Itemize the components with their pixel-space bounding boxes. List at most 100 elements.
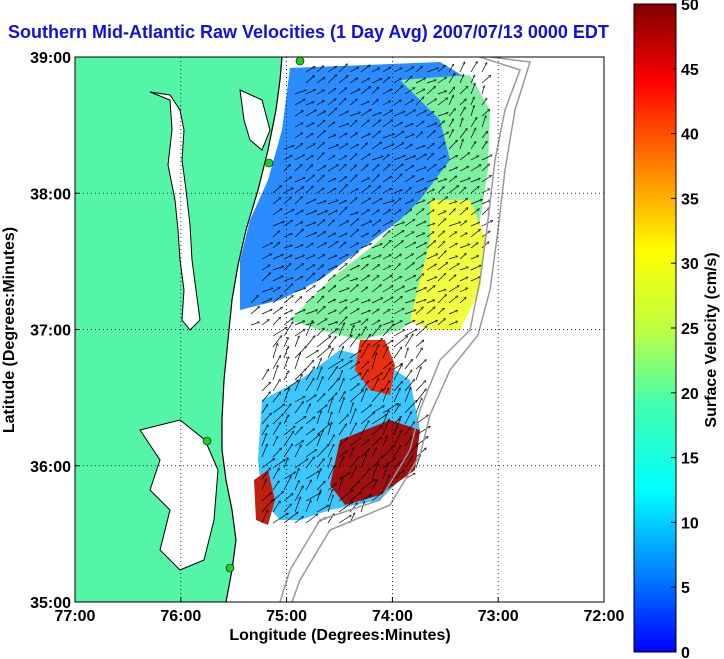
velocity-arrow [316,143,324,150]
velocity-arrow [437,319,445,326]
velocity-arrow [437,290,446,293]
velocity-arrow [272,481,279,491]
velocity-arrow [470,75,475,84]
velocity-arrow [305,133,313,139]
velocity-arrow [426,210,434,216]
velocity-arrow [382,231,390,238]
velocity-arrow [393,79,401,84]
velocity-arrow [393,297,402,304]
velocity-arrow [349,384,359,392]
velocity-arrow [448,232,457,238]
velocity-arrow [316,265,324,271]
velocity-arrow [305,457,314,469]
velocity-arrow [371,175,379,183]
velocity-arrow [272,198,281,205]
velocity-arrow [459,62,465,73]
velocity-arrow [426,112,434,117]
velocity-arrow [470,187,479,194]
velocity-arrow [338,64,347,73]
velocity-arrow [459,118,463,128]
velocity-arrow [305,435,320,447]
velocity-arrow [393,347,402,359]
colorbar-tick-label: 10 [681,515,699,532]
velocity-arrow [437,274,445,282]
velocity-arrow [294,375,302,392]
velocity-arrow [327,300,335,304]
velocity-arrow [459,254,466,260]
velocity-arrow [294,336,299,348]
velocity-arrow [360,287,368,293]
velocity-arrow [470,97,474,106]
velocity-arrow [327,310,336,315]
velocity-arrow [272,255,283,260]
velocity-arrow [294,402,303,414]
velocity-arrow [393,277,402,282]
velocity-arrow [371,353,377,370]
velocity-arrow [393,210,401,216]
velocity-arrow [404,388,411,403]
velocity-arrow [283,322,293,337]
velocity-arrow [360,134,370,139]
y-axis-label: Latitude (Degrees:Minutes) [1,227,18,433]
velocity-arrow [338,516,351,524]
x-tick-label: 73:00 [478,608,519,625]
velocity-arrow [305,233,316,238]
velocity-arrow [283,209,294,216]
velocity-arrow [327,233,336,238]
velocity-arrow [349,133,357,139]
velocity-arrow [294,229,303,238]
velocity-arrow [404,134,414,139]
station-marker [202,436,212,446]
velocity-arrow [382,221,393,227]
velocity-arrow [382,77,390,84]
velocity-arrow [481,142,487,150]
velocity-arrow [316,78,325,84]
velocity-arrow [360,300,370,304]
velocity-arrow [338,144,348,150]
velocity-arrow [393,365,402,381]
velocity-arrow [327,220,334,227]
velocity-arrow [327,67,336,73]
velocity-arrow [327,210,337,216]
velocity-arrow [415,233,425,238]
velocity-arrow [360,244,371,249]
velocity-arrow [327,484,336,491]
velocity-arrow [382,155,389,161]
velocity-arrow [360,370,368,381]
velocity-arrow [393,309,404,315]
velocity-arrow [437,211,446,216]
velocity-arrow [327,379,339,392]
velocity-arrow [371,255,381,260]
station-marker [264,158,274,168]
x-axis: 77:00 76:00 75:00 74:00 73:00 72:00 [55,597,625,625]
velocity-arrow [261,369,268,381]
velocity-arrow [404,437,412,447]
velocity-arrow [349,467,356,480]
chart-title: Southern Mid-Atlantic Raw Velocities (1 … [8,22,609,42]
velocity-arrow [360,165,368,172]
velocity-arrow [283,177,291,183]
velocity-arrow [459,178,470,183]
velocity-arrow [437,166,446,172]
velocity-arrow [404,329,417,337]
velocity-arrow [481,86,484,95]
velocity-arrow [426,307,435,315]
velocity-arrow [437,142,445,150]
velocity-arrow [371,389,383,403]
velocity-arrow [371,276,379,282]
velocity-arrow [393,470,404,480]
velocity-arrow [437,197,447,205]
velocity-arrow [250,307,259,315]
velocity-arrow [382,368,391,381]
velocity-arrow [349,438,361,447]
velocity-arrow [437,231,444,238]
velocity-arrow [437,241,445,249]
velocity-arrow [360,381,369,392]
velocity-arrow [382,266,391,271]
velocity-arrow [305,76,314,84]
field-southwest-jet [254,470,275,525]
velocity-arrow [437,219,446,227]
velocity-arrow [371,79,382,84]
velocity-arrow [349,213,358,216]
velocity-arrow [349,145,358,150]
